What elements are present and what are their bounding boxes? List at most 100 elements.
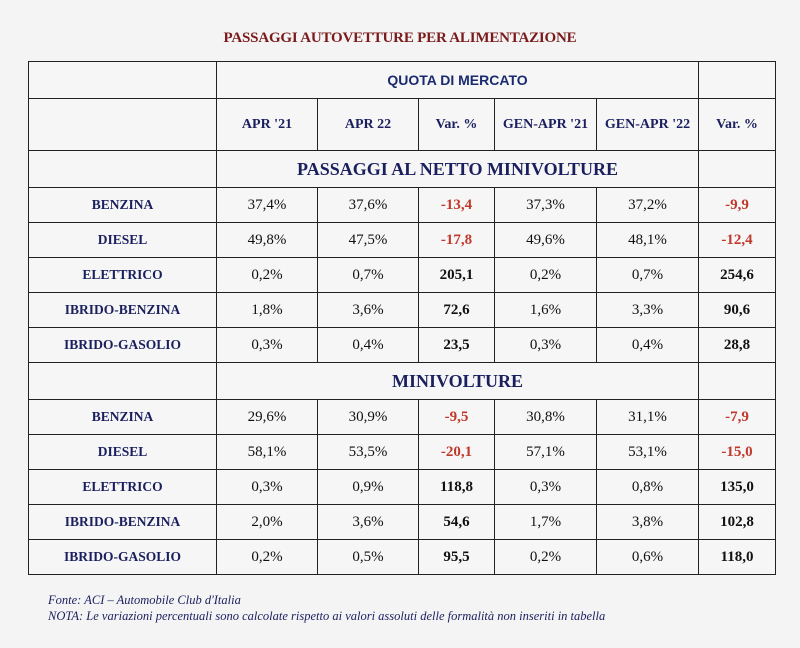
- share-cell: 0,3%: [216, 469, 318, 505]
- share-cell: 57,1%: [494, 434, 597, 470]
- fuel-type-label: ELETTRICO: [28, 469, 217, 505]
- variation-cell: 205,1: [418, 257, 495, 293]
- share-cell: 30,9%: [317, 399, 419, 435]
- variation-cell: 28,8: [698, 327, 777, 363]
- table-row: DIESEL 58,1% 53,5% -20,1 57,1% 53,1% -15,0: [28, 434, 777, 470]
- share-cell: 0,2%: [494, 257, 597, 293]
- variation-cell: 118,8: [418, 469, 495, 505]
- share-cell: 37,3%: [494, 187, 597, 223]
- table-row: IBRIDO-GASOLIO 0,3% 0,4% 23,5 0,3% 0,4% 28,8: [28, 327, 777, 363]
- share-cell: 0,3%: [494, 327, 597, 363]
- variation-cell: 135,0: [698, 469, 777, 505]
- share-cell: 3,3%: [595, 292, 700, 328]
- share-cell: 0,8%: [595, 469, 700, 505]
- fuel-type-label: ELETTRICO: [28, 257, 217, 293]
- share-cell: 0,2%: [216, 539, 318, 575]
- table-row: DIESEL 49,8% 47,5% -17,8 49,6% 48,1% -12,4: [28, 222, 777, 258]
- fuel-type-label: IBRIDO-GASOLIO: [28, 327, 217, 363]
- share-cell: 37,4%: [216, 187, 318, 223]
- fuel-type-label: DIESEL: [28, 222, 217, 258]
- variation-cell: -13,4: [418, 187, 495, 223]
- empty-cell: [698, 150, 777, 188]
- variation-cell: -9,5: [418, 399, 495, 435]
- share-cell: 0,9%: [317, 469, 419, 505]
- variation-cell: 95,5: [418, 539, 495, 575]
- table-row: BENZINA 29,6% 30,9% -9,5 30,8% 31,1% -7,9: [28, 399, 777, 435]
- table-row: IBRIDO-GASOLIO 0,2% 0,5% 95,5 0,2% 0,6% 118,0: [28, 539, 777, 575]
- quota-row: QUOTA DI MERCATO: [28, 61, 777, 99]
- variation-cell: -15,0: [698, 434, 777, 470]
- empty-cell: [698, 362, 777, 400]
- column-header: GEN-APR '21: [494, 98, 597, 151]
- variation-cell: 72,6: [418, 292, 495, 328]
- share-cell: 0,5%: [317, 539, 419, 575]
- share-cell: 1,8%: [216, 292, 318, 328]
- share-cell: 0,4%: [317, 327, 419, 363]
- quota-header: QUOTA DI MERCATO: [215, 61, 700, 99]
- variation-cell: 90,6: [698, 292, 777, 328]
- share-cell: 0,7%: [317, 257, 419, 293]
- table-row: BENZINA 37,4% 37,6% -13,4 37,3% 37,2% -9,9: [28, 187, 777, 223]
- table-row: ELETTRICO 0,3% 0,9% 118,8 0,3% 0,8% 135,0: [28, 469, 777, 505]
- share-cell: 3,6%: [317, 504, 419, 540]
- variation-cell: -20,1: [418, 434, 495, 470]
- share-cell: 3,8%: [595, 504, 700, 540]
- variation-cell: 118,0: [698, 539, 777, 575]
- share-cell: 37,2%: [595, 187, 700, 223]
- empty-cell: [28, 362, 217, 400]
- share-cell: 53,5%: [317, 434, 419, 470]
- methodology-note: NOTA: Le variazioni percentuali sono cal…: [48, 609, 606, 623]
- share-cell: 30,8%: [494, 399, 597, 435]
- variation-cell: 102,8: [698, 504, 777, 540]
- share-cell: 53,1%: [595, 434, 700, 470]
- variation-cell: 54,6: [418, 504, 495, 540]
- share-cell: 49,8%: [216, 222, 318, 258]
- share-cell: 1,7%: [494, 504, 597, 540]
- fuel-type-label: DIESEL: [28, 434, 217, 470]
- variation-cell: -7,9: [698, 399, 777, 435]
- fuel-type-label: BENZINA: [28, 187, 217, 223]
- column-header: Var. %: [418, 98, 495, 151]
- share-cell: 0,3%: [216, 327, 318, 363]
- column-header: Var. %: [698, 98, 777, 151]
- market-share-table: QUOTA DI MERCATO APR '21 APR 22 Var. % G…: [28, 61, 777, 575]
- share-cell: 48,1%: [595, 222, 700, 258]
- share-cell: 2,0%: [216, 504, 318, 540]
- fuel-type-label: IBRIDO-GASOLIO: [28, 539, 217, 575]
- column-header: APR 22: [317, 98, 419, 151]
- share-cell: 0,7%: [595, 257, 700, 293]
- variation-cell: -12,4: [698, 222, 777, 258]
- share-cell: 31,1%: [595, 399, 700, 435]
- share-cell: 37,6%: [317, 187, 419, 223]
- page-title: PASSAGGI AUTOVETTURE PER ALIMENTAZIONE: [223, 30, 577, 46]
- section-header-row: PASSAGGI AL NETTO MINIVOLTURE: [28, 150, 777, 188]
- variation-cell: 254,6: [698, 257, 777, 293]
- share-cell: 0,4%: [595, 327, 700, 363]
- share-cell: 58,1%: [216, 434, 318, 470]
- empty-cell: [28, 150, 217, 188]
- source-note: Fonte: ACI – Automobile Club d'Italia: [48, 593, 241, 607]
- table-row: IBRIDO-BENZINA 1,8% 3,6% 72,6 1,6% 3,3% 90,6: [28, 292, 777, 328]
- column-header: APR '21: [216, 98, 318, 151]
- empty-cell: [698, 61, 777, 99]
- variation-cell: 23,5: [418, 327, 495, 363]
- share-cell: 0,2%: [216, 257, 318, 293]
- share-cell: 47,5%: [317, 222, 419, 258]
- section-title: MINIVOLTURE: [215, 362, 700, 400]
- variation-cell: -17,8: [418, 222, 495, 258]
- empty-cell: [28, 98, 217, 151]
- fuel-type-label: IBRIDO-BENZINA: [28, 504, 217, 540]
- footnotes: Fonte: ACI – Automobile Club d'Italia NO…: [48, 592, 605, 624]
- share-cell: 0,6%: [595, 539, 700, 575]
- section-title: PASSAGGI AL NETTO MINIVOLTURE: [215, 150, 700, 188]
- empty-cell: [28, 61, 217, 99]
- share-cell: 3,6%: [317, 292, 419, 328]
- share-cell: 1,6%: [494, 292, 597, 328]
- column-header-row: APR '21 APR 22 Var. % GEN-APR '21 GEN-AP…: [28, 98, 777, 151]
- variation-cell: -9,9: [698, 187, 777, 223]
- table-row: ELETTRICO 0,2% 0,7% 205,1 0,2% 0,7% 254,6: [28, 257, 777, 293]
- share-cell: 0,2%: [494, 539, 597, 575]
- fuel-type-label: IBRIDO-BENZINA: [28, 292, 217, 328]
- share-cell: 29,6%: [216, 399, 318, 435]
- fuel-type-label: BENZINA: [28, 399, 217, 435]
